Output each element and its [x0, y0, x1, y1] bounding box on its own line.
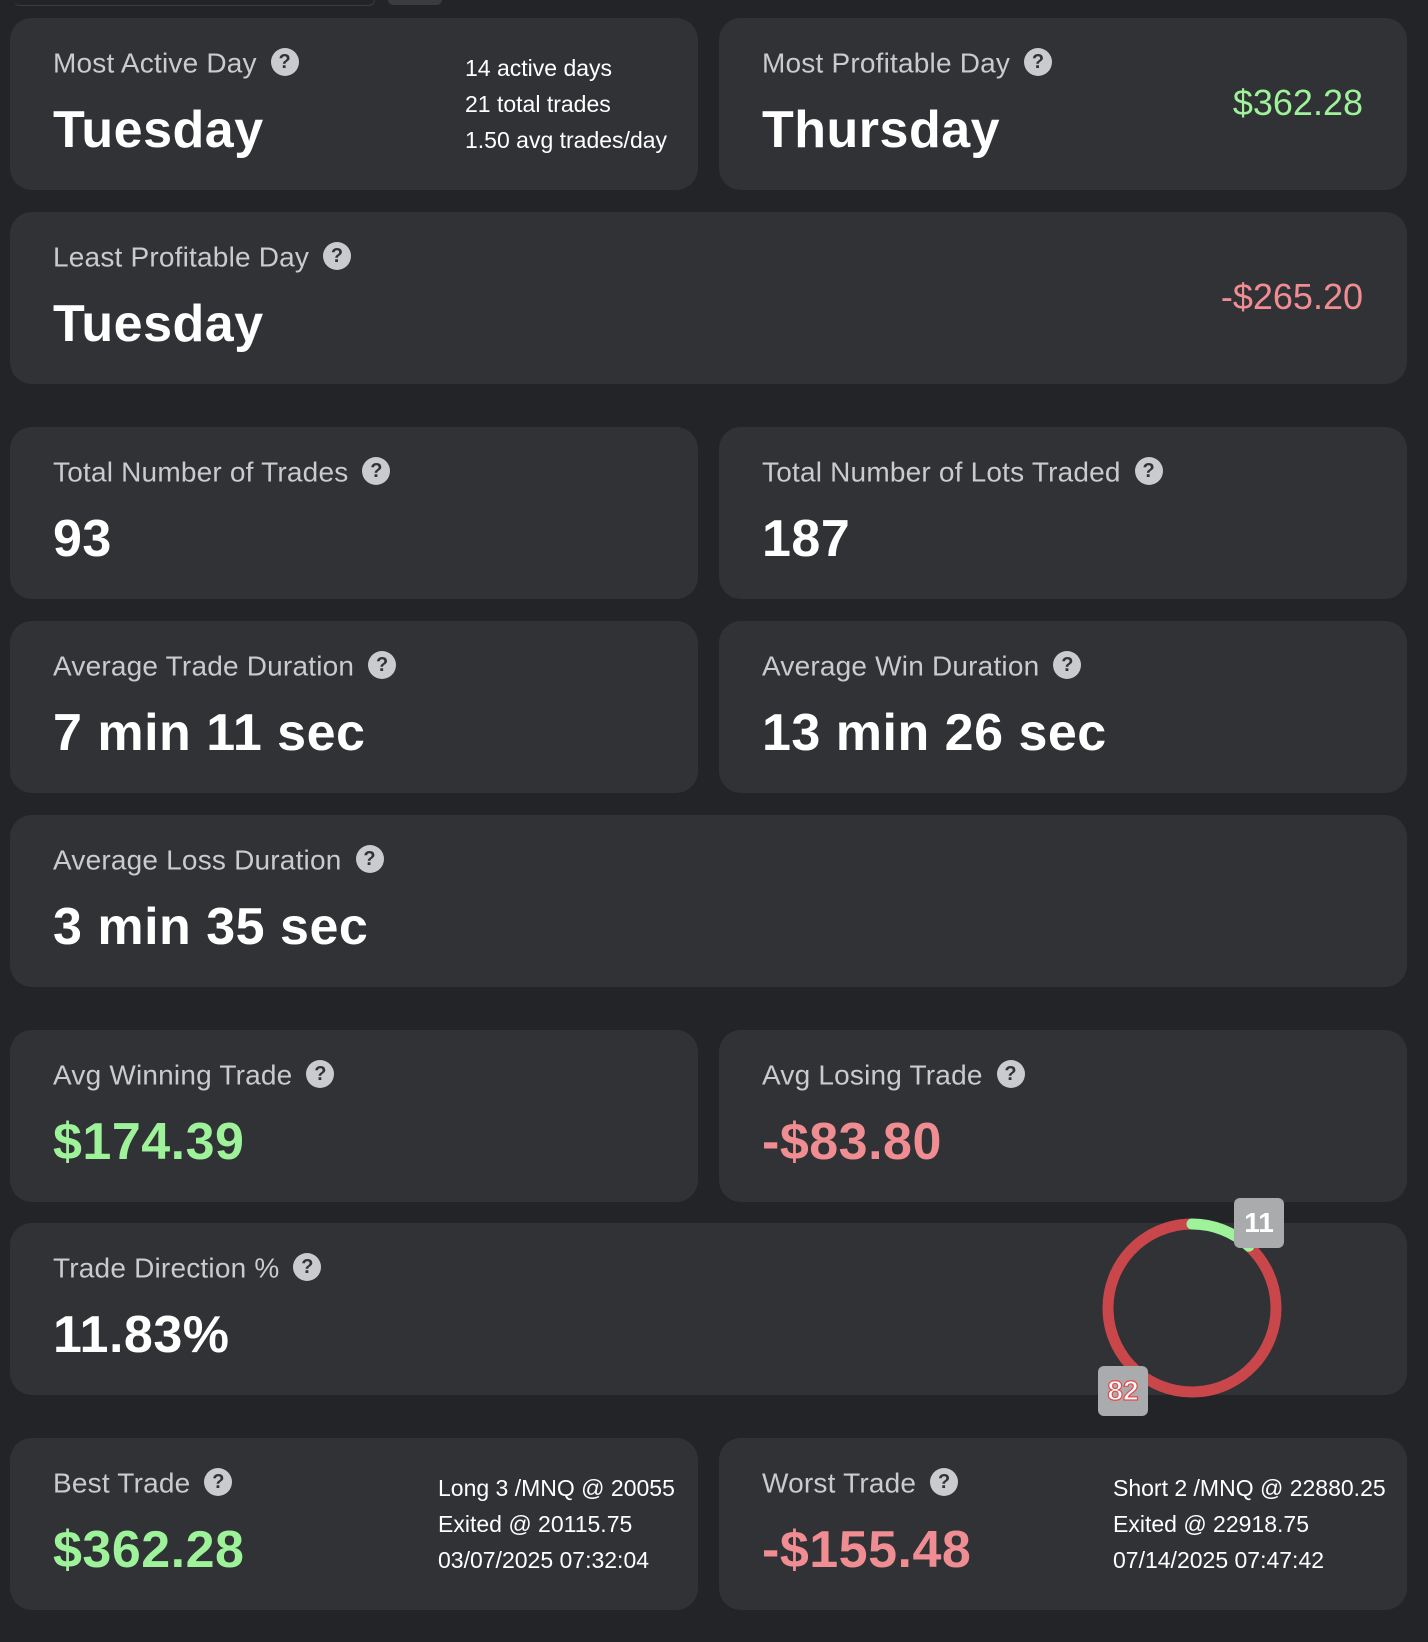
active-days-text: 14 active days — [465, 55, 613, 81]
best-trade-card: Best Trade? $362.28 Long 3 /MNQ @ 20055 … — [10, 1438, 698, 1610]
worst-trade-exit: Exited @ 22918.75 — [1113, 1511, 1309, 1537]
total-trades-value: 93 — [53, 510, 112, 568]
avg-trades-text: 1.50 avg trades/day — [465, 127, 668, 153]
total-lots-value: 187 — [762, 510, 851, 568]
card-label: Total Number of Lots Traded? — [762, 455, 1163, 489]
total-trades-card: Total Number of Trades? 93 — [10, 427, 698, 599]
most-active-day-stats: 14 active days 21 total trades 1.50 avg … — [465, 50, 667, 158]
trade-direction-card: Trade Direction %? 11.83% — [10, 1223, 1407, 1395]
worst-trade-value: -$155.48 — [762, 1521, 972, 1579]
least-profitable-day-value: Tuesday — [53, 295, 264, 353]
help-icon[interactable]: ? — [1053, 650, 1082, 679]
card-label: Avg Losing Trade? — [762, 1058, 1025, 1092]
best-trade-entry: Long 3 /MNQ @ 20055 — [438, 1475, 675, 1501]
card-label: Average Trade Duration? — [53, 649, 397, 683]
help-icon[interactable]: ? — [355, 844, 384, 873]
avg-win-duration-value: 13 min 26 sec — [762, 704, 1107, 762]
help-icon[interactable]: ? — [368, 650, 397, 679]
most-profitable-day-card: Most Profitable Day? Thursday $362.28 — [719, 18, 1407, 190]
avg-loss-duration-card: Average Loss Duration? 3 min 35 sec — [10, 815, 1407, 987]
least-profitable-day-amount: -$265.20 — [1220, 276, 1363, 317]
avg-trade-duration-value: 7 min 11 sec — [53, 704, 366, 762]
help-icon[interactable]: ? — [1024, 47, 1053, 76]
card-label: Trade Direction %? — [53, 1251, 322, 1285]
help-icon[interactable]: ? — [270, 47, 299, 76]
trade-direction-value: 11.83% — [53, 1306, 230, 1364]
worst-trade-card: Worst Trade? -$155.48 Short 2 /MNQ @ 228… — [719, 1438, 1407, 1610]
least-profitable-day-card: Least Profitable Day? Tuesday -$265.20 — [10, 212, 1407, 384]
avg-losing-trade-value: -$83.80 — [762, 1113, 942, 1171]
card-label: Avg Winning Trade? — [53, 1058, 335, 1092]
most-profitable-day-value: Thursday — [762, 101, 1001, 159]
top-strip — [0, 0, 1428, 8]
help-icon[interactable]: ? — [362, 456, 391, 485]
best-trade-time: 03/07/2025 07:32:04 — [438, 1547, 650, 1573]
help-icon[interactable]: ? — [293, 1252, 322, 1281]
best-trade-details: Long 3 /MNQ @ 20055 Exited @ 20115.75 03… — [438, 1470, 675, 1578]
card-label: Average Win Duration? — [762, 649, 1082, 683]
most-active-day-card: Most Active Day? Tuesday 14 active days … — [10, 18, 698, 190]
best-trade-exit: Exited @ 20115.75 — [438, 1511, 633, 1537]
best-trade-value: $362.28 — [53, 1521, 245, 1579]
worst-trade-entry: Short 2 /MNQ @ 22880.25 — [1113, 1475, 1386, 1501]
total-lots-card: Total Number of Lots Traded? 187 — [719, 427, 1407, 599]
card-label: Most Active Day? — [53, 46, 299, 80]
help-icon[interactable]: ? — [204, 1467, 233, 1496]
avg-losing-trade-card: Avg Losing Trade? -$83.80 — [719, 1030, 1407, 1202]
help-icon[interactable]: ? — [323, 241, 352, 270]
avg-loss-duration-value: 3 min 35 sec — [53, 898, 369, 956]
card-label: Least Profitable Day? — [53, 240, 352, 274]
most-active-day-value: Tuesday — [53, 101, 264, 159]
card-label: Total Number of Trades? — [53, 455, 391, 489]
card-label: Best Trade? — [53, 1466, 233, 1500]
card-label: Average Loss Duration? — [53, 843, 384, 877]
avg-win-duration-card: Average Win Duration? 13 min 26 sec — [719, 621, 1407, 793]
card-label: Worst Trade? — [762, 1466, 959, 1500]
card-label: Most Profitable Day? — [762, 46, 1053, 80]
long-count-badge: 11 — [1234, 1198, 1284, 1248]
help-icon[interactable]: ? — [1134, 456, 1163, 485]
help-icon[interactable]: ? — [930, 1467, 959, 1496]
help-icon[interactable]: ? — [996, 1059, 1025, 1088]
most-profitable-day-amount: $362.28 — [1232, 82, 1363, 123]
short-count-badge: 82 — [1098, 1366, 1148, 1416]
avg-winning-trade-value: $174.39 — [53, 1113, 245, 1171]
avg-trade-duration-card: Average Trade Duration? 7 min 11 sec — [10, 621, 698, 793]
worst-trade-time: 07/14/2025 07:47:42 — [1113, 1547, 1325, 1573]
worst-trade-details: Short 2 /MNQ @ 22880.25 Exited @ 22918.7… — [1113, 1470, 1386, 1578]
avg-winning-trade-card: Avg Winning Trade? $174.39 — [10, 1030, 698, 1202]
help-icon[interactable]: ? — [306, 1059, 335, 1088]
total-trades-text: 21 total trades — [465, 91, 611, 117]
